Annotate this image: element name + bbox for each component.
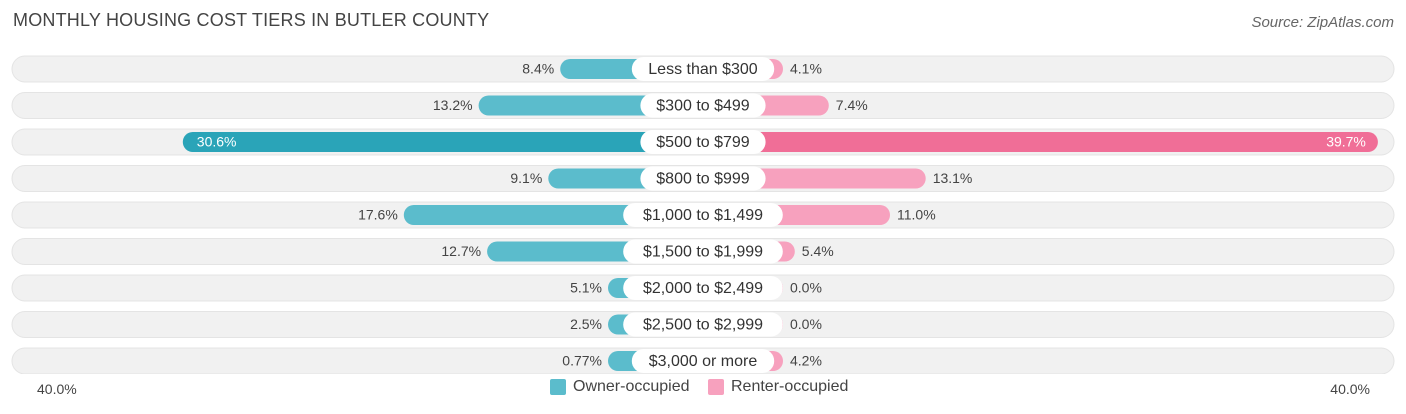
category-label: $2,500 to $2,999 <box>643 317 763 334</box>
legend: Owner-occupied Renter-occupied <box>0 378 1406 400</box>
category-pill <box>623 239 783 264</box>
category-pill <box>640 93 766 118</box>
category-label: $1,000 to $1,499 <box>643 207 763 224</box>
owner-value-label: 9.1% <box>510 170 542 186</box>
renter-value-label: 39.7% <box>1326 134 1366 150</box>
owner-value-label: 12.7% <box>441 243 481 259</box>
renter-value-label: 11.0% <box>897 207 936 223</box>
renter-value-label: 13.1% <box>933 170 973 186</box>
owner-bar <box>182 132 704 152</box>
renter-value-label: 5.4% <box>802 243 834 259</box>
category-pill <box>623 312 783 337</box>
owner-value-label: 8.4% <box>522 61 554 77</box>
category-label: $3,000 or more <box>649 353 758 370</box>
chart-svg: 8.4% 4.1% Less than $300 13.2% 7.4% $300 to $… <box>11 55 1395 374</box>
category-label: $500 to $799 <box>656 134 750 151</box>
category-pill <box>631 349 775 373</box>
category-pill <box>623 276 783 300</box>
legend-renter[interactable]: Renter-occupied <box>708 378 848 396</box>
category-label: Less than $300 <box>648 61 758 78</box>
category-label: $2,000 to $2,499 <box>643 280 763 297</box>
category-pill <box>640 130 766 154</box>
owner-value-label: 5.1% <box>570 280 602 296</box>
owner-value-label: 2.5% <box>570 316 602 332</box>
axis-left-label: 40.0% <box>37 381 77 397</box>
legend-owner-swatch <box>550 379 566 395</box>
axis-right-label: 40.0% <box>1330 381 1370 397</box>
renter-value-label: 0.0% <box>790 280 822 296</box>
renter-value-label: 7.4% <box>836 97 868 113</box>
category-pill <box>640 166 766 191</box>
renter-value-label: 4.2% <box>790 353 822 369</box>
owner-value-label: 17.6% <box>358 207 398 223</box>
category-label: $300 to $499 <box>656 98 750 115</box>
owner-value-label: 13.2% <box>433 97 473 113</box>
legend-owner-label: Owner-occupied <box>573 378 690 395</box>
renter-value-label: 4.1% <box>790 61 822 77</box>
chart-title: MONTHLY HOUSING COST TIERS IN BUTLER COU… <box>13 10 490 30</box>
source-note: Source: ZipAtlas.com <box>1251 14 1394 31</box>
owner-value-label: 0.77% <box>562 353 602 369</box>
renter-bar <box>703 132 1378 152</box>
legend-renter-label: Renter-occupied <box>731 378 849 395</box>
legend-renter-swatch <box>708 379 724 395</box>
category-label: $800 to $999 <box>656 171 750 188</box>
owner-value-label: 30.6% <box>197 134 237 150</box>
category-pill <box>623 203 783 227</box>
category-label: $1,500 to $1,999 <box>643 244 763 261</box>
renter-value-label: 0.0% <box>790 316 822 332</box>
legend-owner[interactable]: Owner-occupied <box>550 378 690 396</box>
category-pill <box>631 57 775 81</box>
